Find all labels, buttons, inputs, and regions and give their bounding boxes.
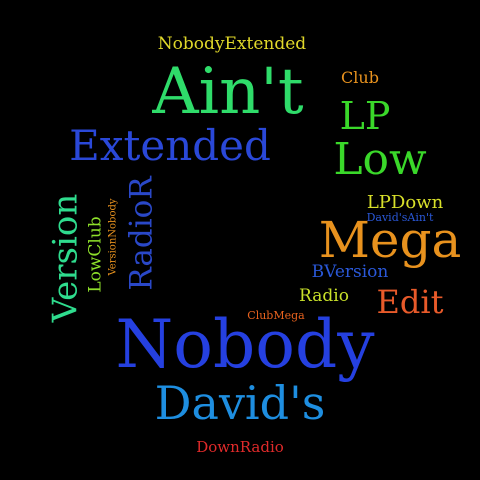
word-extended: Extended: [69, 121, 271, 170]
word-club: Club: [341, 68, 379, 87]
word-downradio: DownRadio: [196, 437, 284, 456]
word-versionnobody: VersionNobody: [107, 198, 119, 276]
word-low: Low: [333, 134, 427, 185]
word-nobodyextended: NobodyExtended: [157, 33, 307, 54]
word-nobody: Nobody: [115, 306, 375, 383]
word-radio: Radio: [299, 285, 349, 306]
word-lp: LP: [339, 94, 391, 138]
word-aint: Ain't: [152, 55, 304, 129]
word-lpdown: LPDown: [366, 192, 444, 213]
word-davids: David's: [154, 376, 326, 430]
word-davidsaint: David'sAin't: [366, 210, 434, 224]
word-clubmega: ClubMega: [247, 308, 305, 322]
word-lowclub: LowClub: [85, 215, 106, 293]
word-version: Version: [45, 193, 85, 323]
word-edit: Edit: [376, 283, 444, 321]
word-mega: Mega: [318, 211, 462, 269]
word-radior: RadioR: [123, 175, 160, 291]
word-bversion: BVersion: [311, 261, 389, 282]
